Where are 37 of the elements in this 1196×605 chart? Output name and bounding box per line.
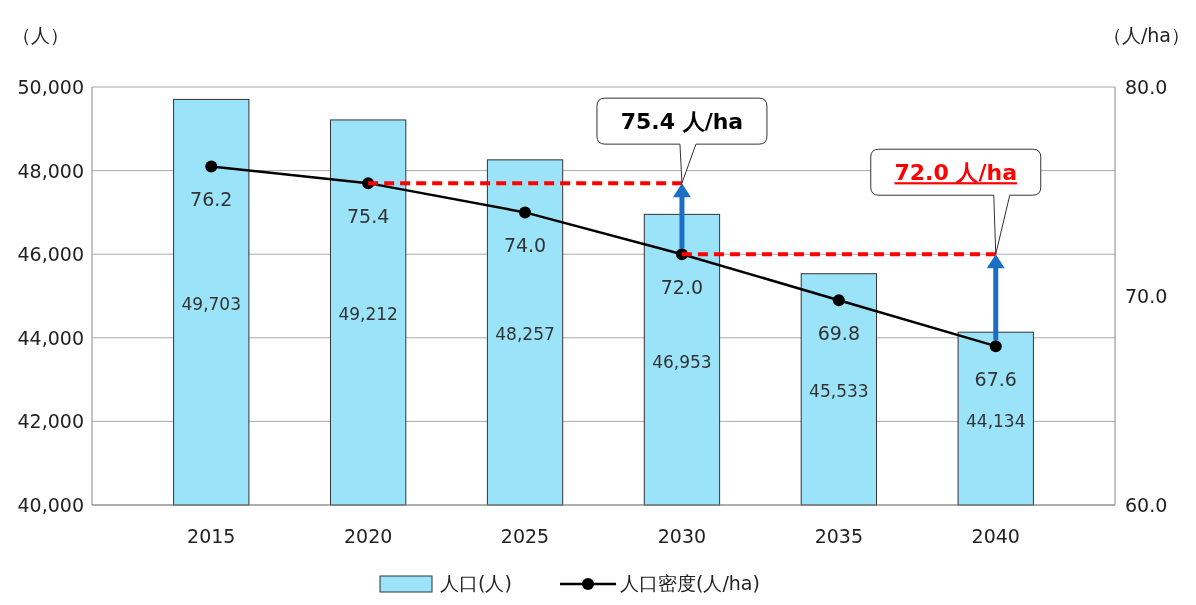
y-tick-label: 44,000 [17,326,84,349]
legend-label: 人口(人) [440,572,512,594]
x-tick-label: 2015 [187,525,236,547]
y-tick-label: 50,000 [17,76,84,98]
data-label: 74.0 [503,234,547,257]
y2-tick-label: 70.0 [1125,285,1168,307]
y2-tick-label: 60.0 [1125,494,1168,516]
point [205,160,218,173]
y-tick-label: 48,000 [17,159,84,182]
y2-tick-label: 80.0 [1125,76,1168,98]
x-tick-label: 2020 [343,525,393,547]
y-axis-title: （人） [12,24,69,46]
data-label: 76.2 [190,188,233,211]
data-label: 49,703 [181,294,241,315]
point [832,294,845,307]
data-label: 44,134 [966,410,1026,431]
legend-label: 人口密度(人/ha) [620,572,760,594]
data-label: 48,257 [495,324,555,345]
data-label: 67.6 [974,368,1017,391]
x-tick-label: 2040 [971,525,1020,547]
x-tick-label: 2025 [500,525,550,547]
data-label: 45,533 [809,381,869,402]
y-tick-label: 42,000 [17,410,84,433]
data-label: 46,953 [652,351,712,372]
annotation: 72.0 人/ha [894,160,1017,186]
data-label: 72.0 [660,276,704,299]
y-tick-label: 46,000 [17,243,84,266]
point [519,206,532,219]
y-tick-label: 40,000 [17,494,84,516]
x-tick-label: 2035 [814,525,864,547]
point [989,340,1002,353]
data-label: 69.8 [817,322,861,345]
data-label: 49,212 [338,304,398,325]
annotation: 75.4 人/ha [620,109,744,135]
x-tick-label: 2030 [657,525,707,547]
y2-axis-title: （人/ha） [1102,24,1190,46]
data-label: 75.4 [346,205,390,228]
